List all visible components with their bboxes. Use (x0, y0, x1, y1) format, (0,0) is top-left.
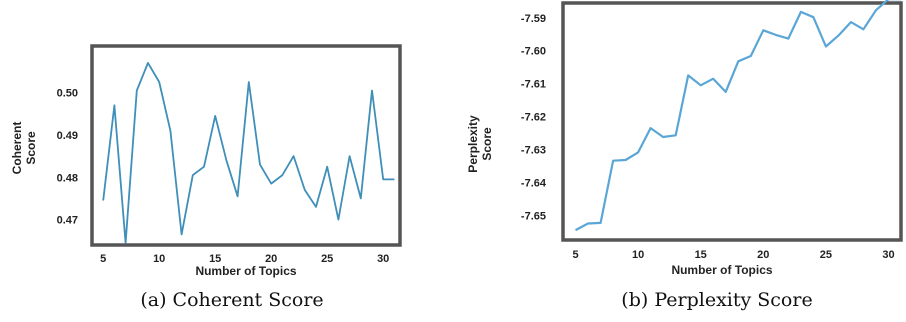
coherent-y-tick-label: 0.50 (57, 88, 78, 100)
coherent-y-tick-label: 0.47 (57, 215, 78, 227)
perplexity-line (574, 0, 901, 232)
perplexity-score-chart: 5 10 15 20 25 30 -7.65-7.64-7.63-7.62-7.61-7.… (466, 0, 903, 311)
perplexity-y-tick-label: -7.63 (521, 145, 546, 157)
coherent-x-ticks: 5 10 15 20 25 30 (100, 253, 389, 265)
perplexity-x-tick-label: 10 (632, 249, 644, 261)
perplexity-caption: (b) Perplexity Score (621, 289, 812, 311)
coherent-x-tick-label: 30 (377, 253, 389, 265)
coherent-y-ticks: 0.47 0.48 0.49 0.50 (57, 88, 78, 227)
perplexity-y-tick-label: -7.64 (521, 177, 547, 189)
perplexity-y-tick-label: -7.62 (521, 112, 546, 124)
perplexity-y-ticks: -7.65 -7.64 -7.63 -7.62 -7.61 -7.60 -7.59 (521, 13, 547, 223)
coherent-x-tick-label: 20 (265, 253, 277, 265)
coherent-x-tick-label: 10 (153, 253, 165, 265)
perplexity-x-tick-label: 25 (820, 249, 832, 261)
coherent-y-axis-title-line1: Coherent (10, 122, 24, 175)
coherent-x-tick-label: 5 (100, 253, 106, 265)
coherent-score-chart: 5 10 15 20 25 30 0.47 0.48 0.49 0.50 Number of T… (10, 44, 402, 311)
perplexity-series (574, 0, 901, 232)
perplexity-y-tick-label: -7.61 (521, 79, 546, 91)
coherent-y-tick-label: 0.49 (57, 130, 78, 142)
perplexity-x-ticks: 5 10 15 20 25 30 (572, 249, 894, 261)
coherent-x-tick-label: 25 (321, 253, 333, 265)
coherent-series (102, 62, 395, 244)
perplexity-x-tick-label: 30 (882, 249, 894, 261)
perplexity-x-axis-title: Number of Topics (671, 263, 772, 277)
perplexity-y-axis-title-line1: Perplexity (466, 115, 480, 173)
perplexity-y-tick-label: -7.65 (521, 210, 546, 222)
perplexity-x-tick-label: 15 (695, 249, 707, 261)
coherent-plot-frame (90, 44, 402, 247)
coherent-x-axis-title: Number of Topics (195, 264, 296, 278)
coherent-line (102, 62, 395, 244)
coherent-caption: (a) Coherent Score (140, 289, 323, 311)
perplexity-y-tick-label: -7.60 (521, 46, 546, 58)
perplexity-y-axis-title-line2: Score (480, 127, 494, 161)
perplexity-y-tick-label: -7.59 (521, 13, 546, 25)
coherent-x-tick-label: 15 (209, 253, 221, 265)
perplexity-x-tick-label: 20 (757, 249, 769, 261)
coherent-y-axis-title-line2: Score (24, 131, 38, 165)
perplexity-x-tick-label: 5 (572, 249, 578, 261)
perplexity-plot-frame (561, 1, 903, 242)
coherent-y-tick-label: 0.48 (57, 172, 78, 184)
